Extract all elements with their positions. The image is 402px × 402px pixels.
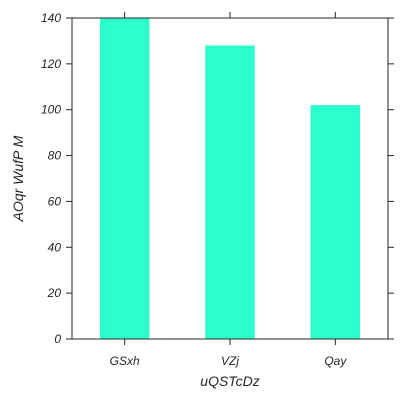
y-tick-label: 80	[48, 149, 62, 163]
x-tick-label: Qay	[324, 354, 347, 368]
x-axis-title: uQSTcDz	[200, 373, 259, 389]
bar-qay	[310, 105, 361, 339]
y-tick-label: 60	[48, 194, 62, 208]
y-tick-label: 120	[41, 57, 61, 71]
y-tick-label: 20	[47, 286, 62, 300]
y-tick-label: 100	[41, 103, 61, 117]
bars-group	[99, 18, 361, 340]
x-tick-label: GSxh	[110, 354, 140, 368]
y-tick-label: 40	[48, 240, 62, 254]
y-tick-label: 0	[54, 332, 61, 346]
x-tick-label: VZj	[221, 354, 239, 368]
bar-gsxh	[99, 18, 150, 339]
y-tick-label: 140	[41, 11, 61, 25]
y-axis-title: AOqr WufP M	[10, 135, 26, 222]
x-axis: GSxh VZj Qay	[110, 12, 347, 368]
bar-vzj	[205, 45, 255, 340]
y-axis: 0 20 40 60 80 100 120 140	[41, 11, 394, 346]
